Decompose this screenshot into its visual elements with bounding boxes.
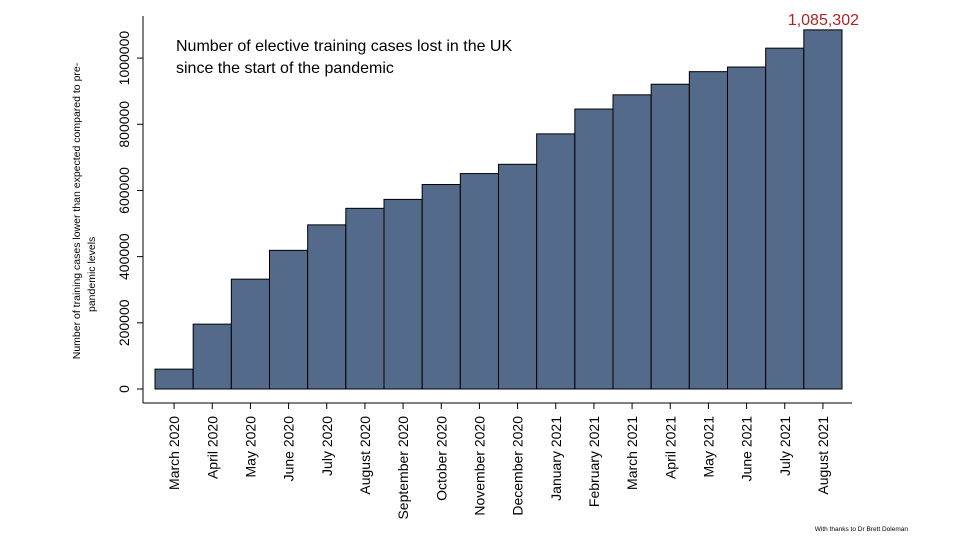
y-axis-label-line-1: Number of training cases lower than expe… bbox=[71, 62, 83, 359]
x-category-label: March 2021 bbox=[624, 416, 640, 490]
x-category-label: July 2021 bbox=[777, 416, 793, 476]
x-category-label: May 2021 bbox=[700, 416, 716, 478]
y-tick-label: 0 bbox=[116, 385, 132, 393]
x-axis-ticks: March 2020 April 2020 May 2020 June 2020 Jul… bbox=[166, 403, 831, 520]
x-category-label: October 2020 bbox=[433, 416, 449, 501]
y-axis-ticks: 0 200000 400000 600000 800000 1000000 bbox=[116, 31, 143, 393]
bar bbox=[307, 224, 347, 390]
x-category-label: January 2021 bbox=[548, 416, 564, 501]
bar bbox=[154, 368, 194, 390]
x-category-label: August 2020 bbox=[357, 416, 373, 495]
bar bbox=[727, 66, 767, 390]
x-category-label: April 2020 bbox=[204, 416, 220, 479]
x-category-label: May 2020 bbox=[242, 416, 258, 478]
y-tick-label: 1000000 bbox=[116, 31, 132, 86]
x-category-label: August 2021 bbox=[815, 416, 831, 495]
bar bbox=[612, 94, 652, 390]
x-category-label: April 2021 bbox=[662, 416, 678, 479]
x-category-label: November 2020 bbox=[471, 416, 487, 516]
bar bbox=[688, 71, 728, 390]
chart-title-line-1: Number of elective training cases lost i… bbox=[176, 38, 512, 55]
bar bbox=[803, 29, 843, 390]
bar bbox=[765, 47, 805, 390]
credit-note: With thanks to Dr Brett Doleman bbox=[815, 526, 909, 533]
x-category-label: September 2020 bbox=[395, 416, 411, 520]
y-tick-label: 600000 bbox=[116, 167, 132, 214]
y-axis-label-line-2: pandemic levels bbox=[86, 237, 98, 312]
bar bbox=[459, 173, 500, 390]
x-category-label: June 2020 bbox=[281, 416, 297, 482]
bar bbox=[383, 198, 423, 390]
bar bbox=[498, 163, 538, 390]
x-category-label: July 2020 bbox=[319, 416, 335, 476]
bar bbox=[192, 323, 232, 390]
x-category-label: December 2020 bbox=[510, 416, 526, 516]
bar bbox=[650, 83, 690, 390]
y-tick-label: 400000 bbox=[116, 233, 132, 280]
bar bbox=[230, 278, 270, 390]
y-tick-label: 800000 bbox=[116, 101, 132, 148]
x-category-label: February 2021 bbox=[586, 416, 602, 507]
bar bbox=[345, 207, 385, 390]
bar bbox=[574, 108, 614, 390]
final-value-annotation: 1,085,302 bbox=[788, 12, 859, 29]
bar bbox=[269, 249, 309, 390]
x-category-label: March 2020 bbox=[166, 416, 182, 490]
y-tick-label: 200000 bbox=[116, 299, 132, 346]
bar bbox=[536, 133, 576, 390]
bar bbox=[421, 183, 461, 390]
x-category-label: June 2021 bbox=[739, 416, 755, 482]
chart-title-line-2: since the start of the pandemic bbox=[176, 60, 394, 77]
bars-group bbox=[154, 29, 843, 390]
